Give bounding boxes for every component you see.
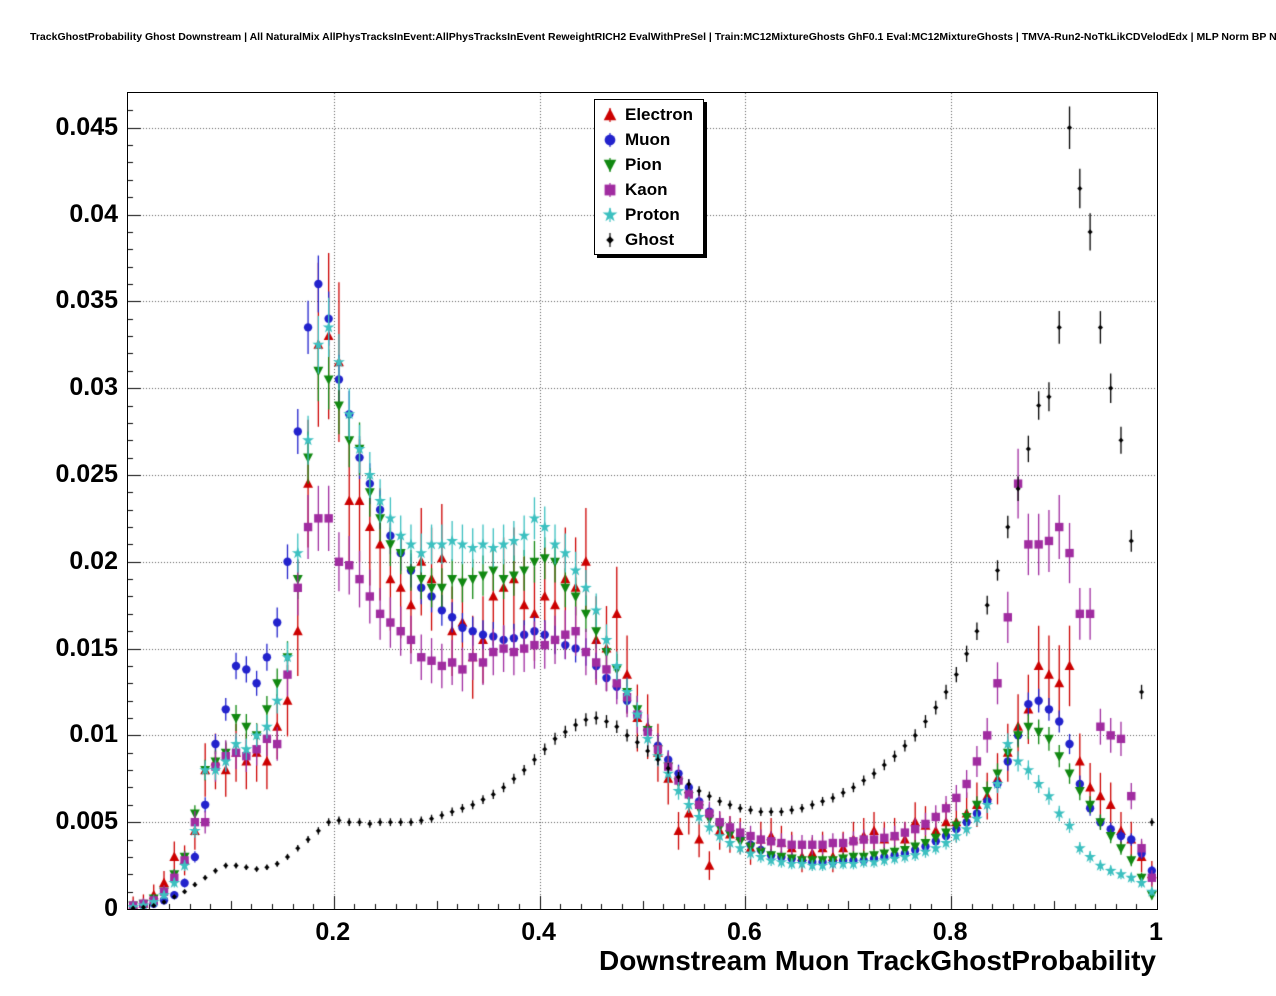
legend-item-electron: Electron bbox=[598, 102, 693, 127]
y-tick-label: 0.03 bbox=[69, 373, 118, 402]
y-tick-label: 0.025 bbox=[55, 459, 118, 488]
pion-triangle-down-marker-icon bbox=[598, 155, 622, 174]
x-tick-label: 1 bbox=[1149, 918, 1163, 946]
x-tick-label: 0.6 bbox=[727, 918, 762, 946]
legend-label: Proton bbox=[625, 205, 680, 224]
x-tick-label: 0.4 bbox=[521, 918, 556, 946]
legend-item-muon: Muon bbox=[598, 127, 693, 152]
legend-label: Kaon bbox=[625, 180, 668, 199]
legend-label: Pion bbox=[625, 155, 662, 174]
legend: Electron Muon Pion Kaon Proton Ghost bbox=[594, 99, 705, 255]
proton-star-marker-icon bbox=[598, 205, 622, 224]
legend-label: Muon bbox=[625, 130, 671, 149]
x-tick-label: 0.8 bbox=[932, 918, 968, 946]
y-tick-label: 0.04 bbox=[69, 199, 118, 228]
muon-circle-marker-icon bbox=[598, 130, 622, 149]
y-tick-label: 0.02 bbox=[69, 546, 118, 575]
y-tick-label: 0 bbox=[104, 894, 118, 922]
legend-item-pion: Pion bbox=[598, 152, 693, 177]
legend-label: Ghost bbox=[625, 230, 675, 249]
ghost-diamond-marker-icon bbox=[598, 230, 622, 249]
x-axis-title: Downstream Muon TrackGhostProbability bbox=[599, 945, 1156, 976]
x-tick-label: 0.2 bbox=[315, 918, 351, 946]
legend-item-proton: Proton bbox=[598, 202, 693, 227]
y-tick-label: 0.035 bbox=[55, 286, 118, 315]
y-tick-label: 0.045 bbox=[55, 112, 118, 141]
kaon-square-marker-icon bbox=[598, 180, 622, 199]
legend-item-kaon: Kaon bbox=[598, 177, 693, 202]
plot-title: TrackGhostProbability Ghost Downstream |… bbox=[30, 31, 1276, 43]
y-tick-label: 0.01 bbox=[69, 720, 118, 749]
legend-label: Electron bbox=[625, 105, 694, 124]
electron-triangle-marker-icon bbox=[598, 105, 622, 124]
legend-item-ghost: Ghost bbox=[598, 227, 693, 252]
y-tick-label: 0.005 bbox=[55, 807, 118, 836]
y-tick-label: 0.015 bbox=[55, 633, 118, 662]
